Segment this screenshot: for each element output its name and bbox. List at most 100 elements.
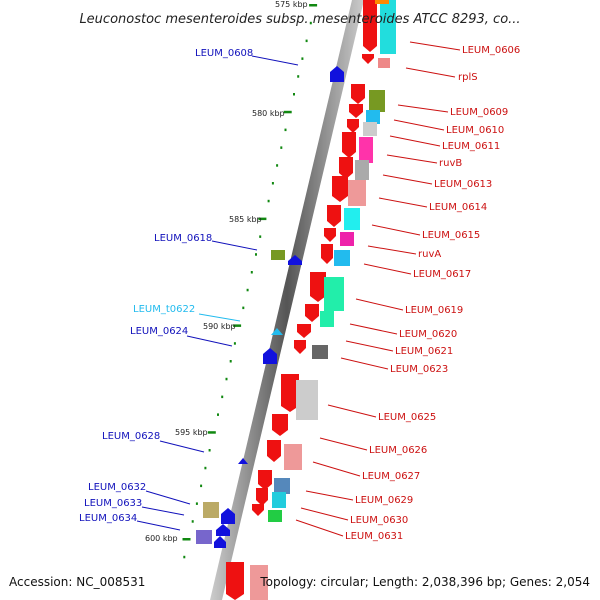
gene-feature-box[interactable] (268, 510, 282, 522)
gene-feature-box[interactable] (344, 208, 360, 230)
gene-label-leum-0626[interactable]: LEUM_0626 (369, 445, 427, 456)
trna-arrow[interactable] (271, 328, 283, 335)
forward-gene-arrow[interactable] (332, 176, 348, 202)
gene-feature-box[interactable] (272, 492, 286, 508)
gene-feature-box[interactable] (320, 311, 334, 327)
gene-feature-box[interactable] (378, 58, 390, 68)
gene-label-leum-0625[interactable]: LEUM_0625 (378, 412, 436, 423)
reverse-gene-arrow[interactable] (288, 255, 302, 265)
forward-gene-arrow[interactable] (362, 54, 374, 64)
gene-feature-box[interactable] (375, 0, 389, 4)
forward-gene-arrow[interactable] (297, 324, 311, 338)
gene-feature-box[interactable] (274, 478, 290, 494)
gene-label-leum-0609[interactable]: LEUM_0609 (450, 107, 508, 118)
gene-feature-box[interactable] (348, 180, 366, 206)
gene-feature-box[interactable] (340, 232, 354, 246)
forward-gene-arrow[interactable] (310, 272, 326, 302)
forward-gene-arrow[interactable] (321, 244, 333, 264)
gene-label-leum-0632[interactable]: LEUM_0632 (88, 482, 146, 493)
gene-label-leum-0634[interactable]: LEUM_0634 (79, 513, 137, 524)
gene-label-ruvb[interactable]: ruvB (439, 158, 462, 169)
forward-gene-arrow[interactable] (349, 104, 363, 118)
ruler-major-tick (207, 431, 216, 434)
gene-label-leum-0614[interactable]: LEUM_0614 (429, 202, 487, 213)
label-connectors (136, 41, 461, 537)
gene-feature-box[interactable] (355, 160, 369, 180)
gene-feature-box[interactable] (369, 90, 385, 112)
label-connector (363, 263, 412, 275)
gene-label-leum-0629[interactable]: LEUM_0629 (355, 495, 413, 506)
forward-gene-arrow[interactable] (294, 340, 306, 354)
reverse-gene-arrow[interactable] (263, 348, 277, 364)
forward-gene-arrow[interactable] (324, 228, 336, 242)
ruler-label-575: 575 kbp (275, 0, 308, 9)
gene-label-leum-0621[interactable]: LEUM_0621 (395, 346, 453, 357)
gene-label-leum-0631[interactable]: LEUM_0631 (345, 531, 403, 542)
gene-label-leum-0618[interactable]: LEUM_0618 (154, 233, 212, 244)
label-connector (300, 507, 349, 521)
forward-gene-arrow[interactable] (363, 0, 377, 52)
forward-gene-arrow[interactable] (342, 132, 356, 158)
gene-label-leum-0610[interactable]: LEUM_0610 (446, 125, 504, 136)
gene-feature-box[interactable] (284, 444, 302, 470)
label-connector (251, 55, 299, 66)
forward-gene-arrow[interactable] (281, 374, 299, 412)
reverse-gene-arrow[interactable] (214, 536, 226, 548)
forward-gene-arrow[interactable] (256, 488, 268, 506)
reverse-gene-arrow[interactable] (221, 508, 235, 524)
forward-gene-arrow[interactable] (347, 119, 359, 133)
gene-feature-box[interactable] (363, 122, 377, 136)
label-connector (312, 461, 361, 477)
gene-feature-box[interactable] (366, 110, 380, 124)
gene-feature-box[interactable] (359, 137, 373, 163)
gene-label-ruva[interactable]: ruvA (418, 249, 441, 260)
gene-feature-box[interactable] (380, 0, 396, 54)
ruler-label-580: 580 kbp (252, 109, 285, 118)
gene-label-leum-0619[interactable]: LEUM_0619 (405, 305, 463, 316)
reverse-gene-arrow[interactable] (216, 524, 230, 536)
gene-label-leum-0633[interactable]: LEUM_0633 (84, 498, 142, 509)
forward-gene-arrow[interactable] (267, 440, 281, 462)
gene-label-leum-0608[interactable]: LEUM_0608 (195, 48, 253, 59)
gene-feature-box[interactable] (271, 250, 285, 260)
gene-label-leum-0611[interactable]: LEUM_0611 (442, 141, 500, 152)
gene-feature-box[interactable] (250, 565, 268, 600)
gene-label-leum-0628[interactable]: LEUM_0628 (102, 431, 160, 442)
gene-feature-box[interactable] (334, 250, 350, 266)
forward-gene-arrow[interactable] (339, 157, 353, 179)
gene-feature-box[interactable] (312, 345, 328, 359)
gene-label-leum-t0622[interactable]: LEUM_t0622 (133, 304, 195, 315)
ruler-minor-tick (309, 21, 312, 25)
label-connector (389, 135, 441, 147)
label-connector (382, 174, 433, 185)
label-connector (211, 240, 258, 251)
gene-label-leum-0623[interactable]: LEUM_0623 (390, 364, 448, 375)
forward-gene-arrow[interactable] (226, 562, 244, 600)
ruler-minor-tick (259, 235, 262, 238)
forward-gene-arrow[interactable] (272, 414, 288, 436)
reverse-gene-arrow[interactable] (330, 66, 344, 82)
gene-feature-box[interactable] (324, 277, 344, 311)
ruler-minor-tick (246, 288, 249, 292)
gene-feature-box[interactable] (203, 502, 219, 518)
gene-label-leum-0617[interactable]: LEUM_0617 (413, 269, 471, 280)
forward-gene-arrow[interactable] (305, 304, 319, 322)
gene-label-leum-0627[interactable]: LEUM_0627 (362, 471, 420, 482)
gene-label-leum-0630[interactable]: LEUM_0630 (350, 515, 408, 526)
gene-label-leum-0624[interactable]: LEUM_0624 (130, 326, 188, 337)
forward-gene-arrow[interactable] (258, 470, 272, 490)
label-connector (371, 224, 421, 236)
gene-feature-box[interactable] (196, 530, 212, 544)
gene-label-leum-0613[interactable]: LEUM_0613 (434, 179, 492, 190)
gene-feature-box[interactable] (296, 380, 318, 420)
gene-label-leum-0606[interactable]: LEUM_0606 (462, 45, 520, 56)
forward-gene-arrow[interactable] (327, 205, 341, 227)
gene-label-leum-0620[interactable]: LEUM_0620 (399, 329, 457, 340)
reverse-gene-arrow[interactable] (238, 458, 248, 464)
label-connector (141, 506, 185, 516)
ruler-label-595: 595 kbp (175, 428, 208, 437)
gene-label-leum-0615[interactable]: LEUM_0615 (422, 230, 480, 241)
gene-label-rpls[interactable]: rplS (458, 72, 478, 83)
forward-gene-arrow[interactable] (351, 84, 365, 104)
forward-gene-arrow[interactable] (252, 504, 264, 516)
